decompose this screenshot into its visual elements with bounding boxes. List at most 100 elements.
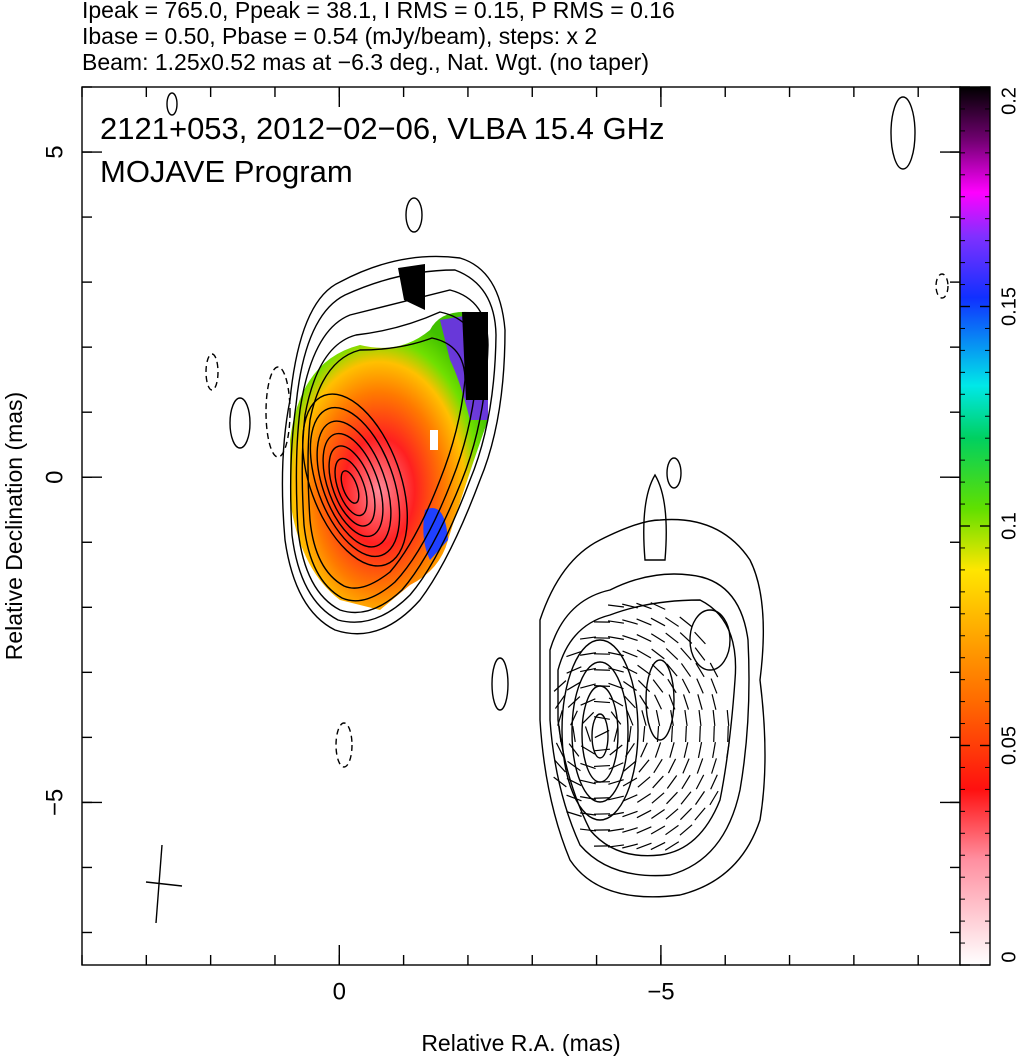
polarization-vector xyxy=(558,725,562,743)
annotation: MOJAVE Program xyxy=(100,154,353,189)
polarization-vector xyxy=(670,725,674,743)
polarization-vector xyxy=(712,709,716,727)
polarization-vector xyxy=(623,760,637,772)
polarization-vector xyxy=(594,716,610,720)
polarization-vector xyxy=(580,698,596,706)
y-tick-label: 0 xyxy=(41,471,68,484)
polarization-vector xyxy=(694,631,706,645)
polarization-vector xyxy=(709,662,719,678)
polarization-vector xyxy=(679,632,693,644)
polarization-vector xyxy=(594,729,610,739)
polarization-vector xyxy=(567,760,581,772)
polarization-vector xyxy=(622,619,638,625)
polarization-vector xyxy=(652,775,664,789)
polarization-vector xyxy=(622,794,638,802)
polarization-vector xyxy=(580,779,596,785)
polarization-vector xyxy=(681,678,691,694)
polarization-vector xyxy=(579,828,597,832)
polarization-vector xyxy=(650,602,666,610)
polarization-vector xyxy=(656,725,660,743)
polarization-vector xyxy=(593,669,611,671)
polarization-vector xyxy=(694,807,706,821)
polarization-vector xyxy=(685,725,687,743)
polarization-vector xyxy=(555,742,565,758)
polarization-vector xyxy=(666,775,678,789)
polarization-vector xyxy=(697,694,703,710)
polarization-vector xyxy=(572,726,576,742)
polarization-vector xyxy=(622,603,638,609)
polarization-vector xyxy=(640,742,648,758)
polarization-vector xyxy=(628,725,632,743)
polarization-vector xyxy=(608,667,624,673)
annotation: 2121+053, 2012−02−06, VLBA 15.4 GHz xyxy=(100,111,665,146)
polarization-vector xyxy=(696,758,704,774)
header-line: Ibase = 0.50, Pbase = 0.54 (mJy/beam), s… xyxy=(82,23,597,49)
polarization-vector xyxy=(670,710,674,726)
polarization-vector xyxy=(622,650,638,658)
polarization-vector xyxy=(679,807,693,821)
header-line: Beam: 1.25x0.52 mas at −6.3 deg., Nat. W… xyxy=(82,49,649,75)
polarization-vector xyxy=(637,679,651,693)
polarization-vector xyxy=(554,695,566,709)
polarization-vector xyxy=(609,744,623,756)
axes: 0 −5 −5 0 5 0 0.05 0.1 0.15 0.2 xyxy=(41,86,1020,1005)
polarization-vector xyxy=(581,711,595,725)
polarization-vector xyxy=(666,791,678,805)
colorbar-tick-label: 0.15 xyxy=(998,287,1020,326)
colorbar-tick-label: 0.1 xyxy=(998,512,1020,540)
polarization-vector xyxy=(636,649,652,659)
plot-frame xyxy=(81,86,961,966)
polarization-vector xyxy=(695,662,705,678)
polarization-vector xyxy=(726,709,730,727)
polarization-vector xyxy=(650,633,666,643)
polarization-vector xyxy=(680,663,692,677)
polarization-vector xyxy=(651,808,665,820)
polarization-vector xyxy=(593,700,611,704)
y-tick-label: 5 xyxy=(41,145,68,158)
polarization-vector xyxy=(651,792,665,804)
polarization-vector xyxy=(641,710,647,726)
polarization-vector xyxy=(638,759,650,773)
y-tick-label: −5 xyxy=(41,789,68,816)
contours xyxy=(145,92,949,924)
polarization-vector xyxy=(698,709,702,727)
polarization-vector xyxy=(566,650,582,658)
polarization-vector xyxy=(622,665,638,675)
polarization-vector xyxy=(570,710,578,726)
polarization-vector xyxy=(667,758,677,774)
polarization-vector xyxy=(622,827,638,833)
polarization-vector xyxy=(608,636,624,640)
polarization-vector xyxy=(650,825,666,835)
polarization-vector xyxy=(709,790,719,806)
polarization-vector xyxy=(669,742,675,758)
polarization-vector xyxy=(710,774,718,790)
polarization-vector xyxy=(580,683,596,689)
polarization-vector xyxy=(695,791,705,805)
polarization-vector xyxy=(608,795,624,801)
x-tick-label: −5 xyxy=(647,978,674,1005)
polarization-vector xyxy=(636,618,652,626)
polarization-vector xyxy=(667,678,677,694)
polarization-vector xyxy=(636,793,652,803)
polarization-vector xyxy=(653,758,663,774)
polarization-vector xyxy=(711,758,717,774)
polarization-vector xyxy=(695,774,705,790)
colorbar-tick-label: 0 xyxy=(998,951,1020,962)
polarization-vector xyxy=(665,648,679,660)
polarization-vector xyxy=(622,843,638,849)
polarization-vector xyxy=(694,647,706,661)
polarization-vector xyxy=(642,725,646,743)
polarization-vector xyxy=(679,824,693,836)
polarization-vector xyxy=(553,776,567,788)
polarization-vector xyxy=(625,743,635,757)
polarization-vector xyxy=(568,743,580,757)
polarization-vector xyxy=(681,774,691,790)
polarization-vector xyxy=(697,742,703,758)
polarization-vector xyxy=(650,617,666,627)
polarization-vector xyxy=(665,632,679,644)
polarization-vector xyxy=(580,745,596,755)
polarization-vector xyxy=(626,710,634,726)
polarization-vector xyxy=(636,842,652,850)
polarization-vector xyxy=(593,685,611,687)
